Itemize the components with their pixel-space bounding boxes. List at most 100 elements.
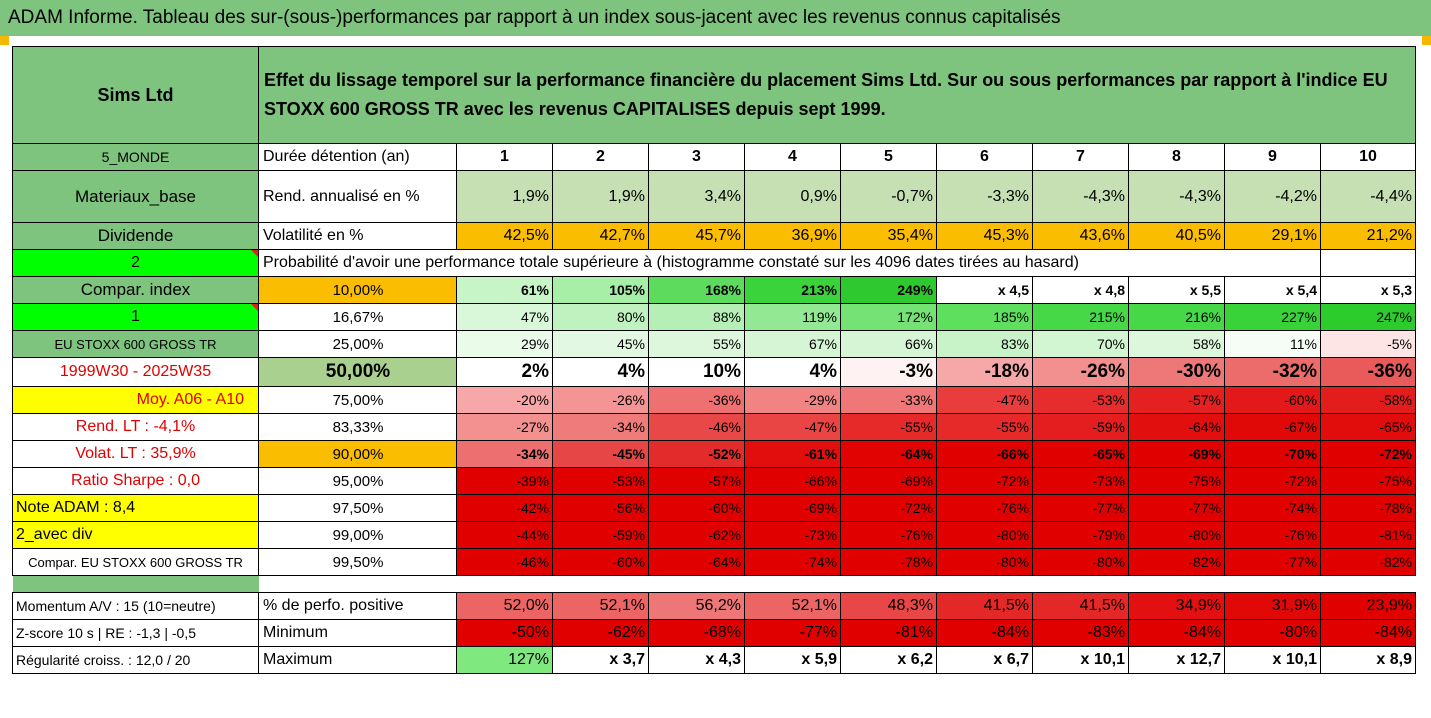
data-cell: -80% [1032,548,1129,576]
data-cell: -64% [648,548,745,576]
data-cell: 83% [936,330,1033,358]
data-cell: -47% [744,413,841,441]
data-cell: x 5,5 [1128,276,1225,304]
row-sublabel: 25,00% [258,330,457,358]
row-sublabel: 75,00% [258,386,457,414]
data-cell: 247% [1320,303,1416,331]
data-cell: -75% [1320,467,1416,495]
table-row: Materiaux_base Rend. annualisé en % 1,9% 1,… [12,170,1416,223]
data-cell: 40,5% [1128,222,1225,250]
table-row: 1 16,67% 47% 80% 88% 119% 172% 185% 215% 216% 227%… [12,303,1416,331]
data-cell: -57% [648,467,745,495]
data-cell: 41,5% [936,592,1033,620]
table-row: Régularité croiss. : 12,0 / 20 Maximum 127… [12,646,1416,674]
data-cell: 2 [552,143,649,171]
performance-table: Sims Ltd Effet du lissage temporel sur la… [12,46,1416,674]
data-cell: -62% [552,619,649,647]
data-cell: -39% [456,467,553,495]
data-cell: -4,3% [1128,170,1225,223]
data-cell: -44% [456,521,553,549]
data-cell: x 10,1 [1032,646,1129,674]
data-cell: -67% [1224,413,1321,441]
row-sublabel: 83,33% [258,413,457,441]
data-cell: x 5,9 [744,646,841,674]
data-cell: -82% [1128,548,1225,576]
data-cell: -77% [1032,494,1129,522]
data-cell: -18% [936,357,1033,387]
data-cell: 10 [1320,143,1416,171]
data-cell: -50% [456,619,553,647]
table-row: 2 Probabilité d'avoir une performance tot… [12,249,1416,277]
table-row: 1999W30 - 2025W35 50,00% 2% 4% 10% 4% -3% -18% -… [12,357,1416,387]
data-cell: -69% [840,467,937,495]
data-cell: 4% [744,357,841,387]
data-cell: -64% [840,440,937,468]
data-cell: -29% [744,386,841,414]
row-label: 1999W30 - 2025W35 [12,357,259,387]
data-cell: -81% [1320,521,1416,549]
data-cell: -72% [1320,440,1416,468]
data-cell: 55% [648,330,745,358]
data-cell: x 6,7 [936,646,1033,674]
data-cell: -4,2% [1224,170,1321,223]
data-cell: 35,4% [840,222,937,250]
data-cell: 213% [744,276,841,304]
row-label: Ratio Sharpe : 0,0 [12,467,259,495]
data-cell: -57% [1128,386,1225,414]
data-cell: -3,3% [936,170,1033,223]
data-cell: x 6,2 [840,646,937,674]
row-label: 2 [12,249,259,277]
data-cell: 67% [744,330,841,358]
data-cell: x 3,7 [552,646,649,674]
row-label: 5_MONDE [12,143,259,171]
data-cell: x 12,7 [1128,646,1225,674]
data-cell: 23,9% [1320,592,1416,620]
data-cell: -84% [1320,619,1416,647]
row-sublabel: 50,00% [258,357,457,387]
data-cell: 52,1% [552,592,649,620]
data-cell: 227% [1224,303,1321,331]
spacer-row [12,575,1416,593]
table-row: 5_MONDE Durée détention (an) 1 2 3 4 5 6 7 8 9 10 [12,143,1416,171]
data-cell: -42% [456,494,553,522]
data-cell: -55% [840,413,937,441]
data-cell: -0,7% [840,170,937,223]
data-cell: 1,9% [552,170,649,223]
row-label: Materiaux_base [12,170,259,223]
data-cell: 41,5% [1032,592,1129,620]
data-cell: -60% [1224,386,1321,414]
corner-marker-left [0,36,9,45]
data-cell: 6 [936,143,1033,171]
row-sublabel: Minimum [258,619,457,647]
data-cell: -72% [1224,467,1321,495]
data-cell: -76% [840,521,937,549]
data-cell: 4 [744,143,841,171]
data-cell: -46% [648,413,745,441]
row-sublabel: 95,00% [258,467,457,495]
data-cell: 172% [840,303,937,331]
row-label: 2_avec div [12,521,259,549]
header-row: Sims Ltd Effet du lissage temporel sur la… [12,46,1416,144]
data-cell: 8 [1128,143,1225,171]
data-cell: -66% [936,440,1033,468]
data-cell: 34,9% [1128,592,1225,620]
table-row: Compar. EU STOXX 600 GROSS TR 99,50% -46% -… [12,548,1416,576]
data-cell: -30% [1128,357,1225,387]
data-cell: -80% [936,548,1033,576]
data-cell: x 5,4 [1224,276,1321,304]
data-cell: -80% [936,521,1033,549]
data-cell: 48,3% [840,592,937,620]
data-cell: 249% [840,276,937,304]
data-cell: -36% [1320,357,1416,387]
data-cell: 5 [840,143,937,171]
data-cell: x 4,8 [1032,276,1129,304]
data-cell: -34% [552,413,649,441]
spacer-empty [259,576,1416,593]
data-cell: 29% [456,330,553,358]
data-cell: -34% [456,440,553,468]
data-cell: -74% [744,548,841,576]
data-cell: 21,2% [1320,222,1416,250]
data-cell: 70% [1032,330,1129,358]
data-cell: -52% [648,440,745,468]
data-cell: 52,1% [744,592,841,620]
